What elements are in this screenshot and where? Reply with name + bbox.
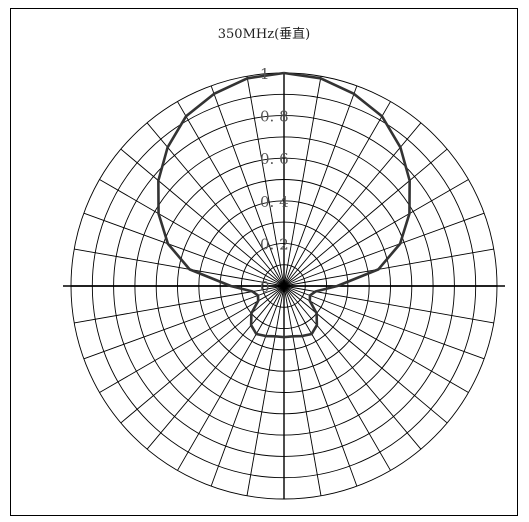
radial-tick-label: 0 <box>260 278 270 296</box>
radial-tick-label: 0. 6 <box>260 150 289 168</box>
radial-tick-label: 0. 4 <box>260 193 289 211</box>
radial-tick-label: 0. 2 <box>260 235 289 253</box>
grid-spokes <box>63 73 505 499</box>
radial-tick-label: 0. 8 <box>260 108 289 126</box>
polar-chart: 0 0. 2 0. 4 0. 6 0. 8 1 <box>11 9 517 515</box>
radial-tick-label: 1 <box>260 65 270 83</box>
